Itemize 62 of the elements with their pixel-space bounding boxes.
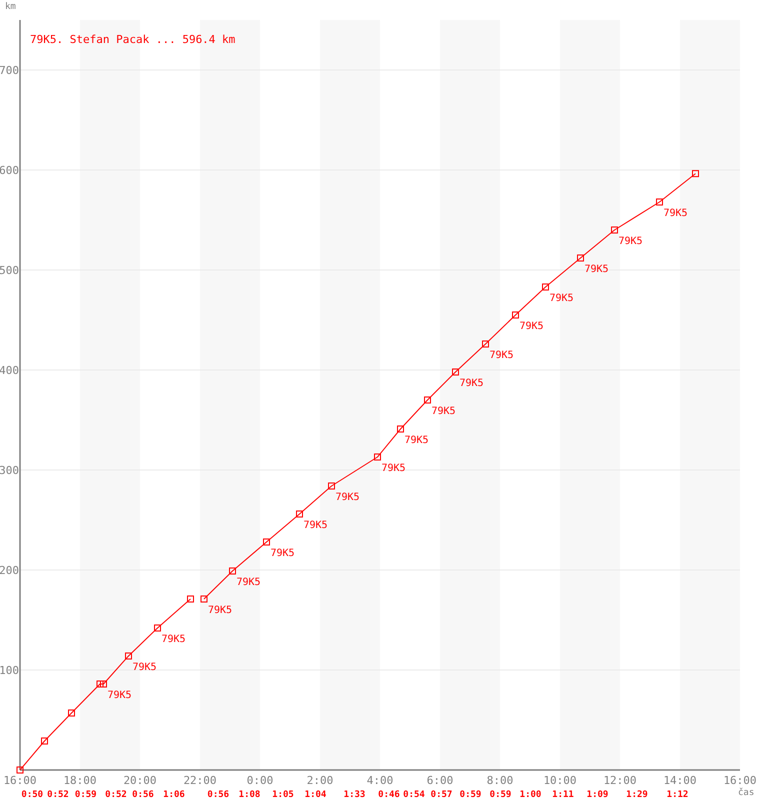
annotation: 79K5 [460,378,484,389]
annotation: 79K5 [404,435,429,446]
y-tick-label: 300 [0,464,19,477]
text: 1:08 [238,790,260,800]
text: 1:05 [272,790,294,800]
text: 1:04 [304,790,327,800]
y-tick-label: 100 [0,664,19,677]
annotation: 79K5 [304,520,328,531]
annotation: 79K5 [108,690,132,701]
text: 0:57 [430,790,452,800]
x-tick-label: 2:00 [306,774,334,787]
text: 0:56 [132,790,154,800]
y-tick-label: 600 [0,164,19,177]
x-tick-label: 4:00 [366,774,394,787]
text: 0:54 [403,790,426,800]
text: 1:00 [520,790,542,800]
x-tick-label: 6:00 [426,774,454,787]
x-tick-label: 18:00 [63,774,97,787]
text: 0:59 [74,790,97,800]
text: 1:11 [552,790,574,800]
x-tick-label: 8:00 [486,774,514,787]
annotation: 79K5 [664,208,688,219]
text: 1:12 [666,790,688,800]
annotation: 79K5 [382,463,406,474]
text: 0:52 [105,790,127,800]
annotation: 79K5 [618,236,643,247]
x-axis-title: čas [738,787,754,798]
y-axis-title: km [5,2,16,12]
x-tick-label: 22:00 [183,774,217,787]
text: 1:33 [344,790,366,800]
annotation: 79K5 [132,662,157,673]
x-tick-label: 12:00 [603,774,637,787]
text: 0:56 [207,790,230,800]
x-tick-label: 14:00 [663,774,697,787]
annotation: 79K5 [584,264,609,275]
y-tick-label: 500 [0,264,19,277]
annotation: 79K5 [520,321,544,332]
text: 0:46 [378,790,400,800]
annotation: 79K5 [236,577,261,588]
text: 0:59 [490,790,512,800]
x-tick-label: 0:00 [246,774,274,787]
annotation: 79K5 [336,492,360,503]
annotation: 79K5 [162,634,186,645]
text: 1:09 [586,790,608,800]
x-tick-label: 10:00 [543,774,577,787]
text: 1:06 [163,790,185,800]
x-tick-label: 16:00 [3,774,37,787]
x-tick-label: 20:00 [123,774,157,787]
x-tick-label: 16:00 [723,774,757,787]
annotation: 79K5 [208,605,232,616]
y-tick-label: 200 [0,564,19,577]
text: 0:59 [460,790,482,800]
text: 0:52 [47,790,69,800]
y-tick-label: 400 [0,364,19,377]
annotation: 79K5 [490,350,514,361]
annotation: 79K5 [270,548,295,559]
annotation: 79K5 [550,293,574,304]
text: 1:29 [626,790,648,800]
text: 79K5. Stefan Pacak ... 596.4 km [30,33,236,46]
text: 0:50 [21,790,44,800]
annotation: 79K5 [432,406,456,417]
y-tick-label: 700 [0,64,19,77]
